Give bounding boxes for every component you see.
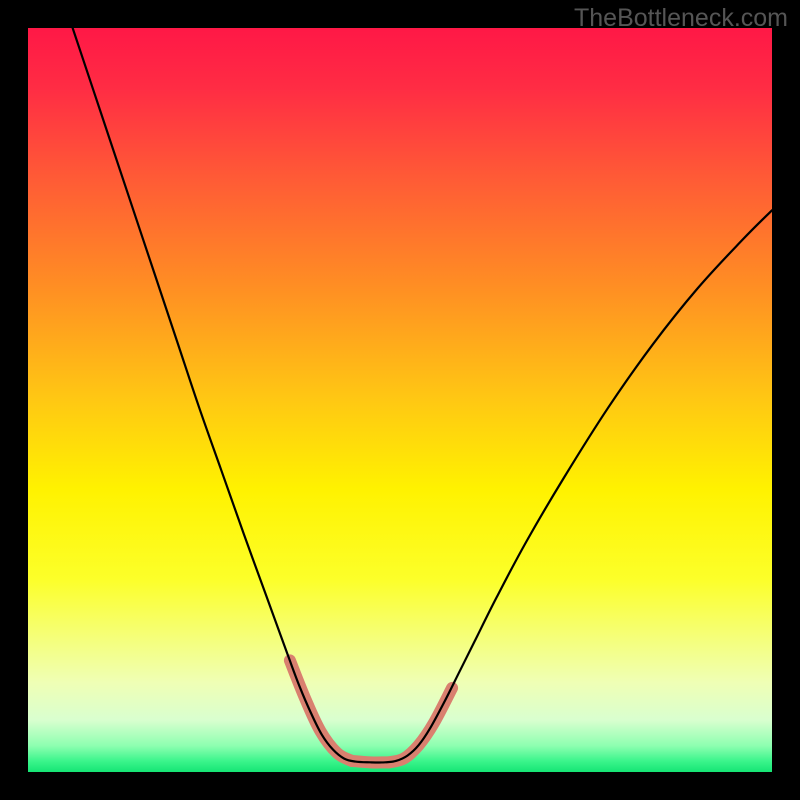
watermark-label: TheBottleneck.com bbox=[574, 4, 788, 33]
plot-svg bbox=[28, 28, 772, 772]
plot-area bbox=[28, 28, 772, 772]
gradient-background bbox=[28, 28, 772, 772]
